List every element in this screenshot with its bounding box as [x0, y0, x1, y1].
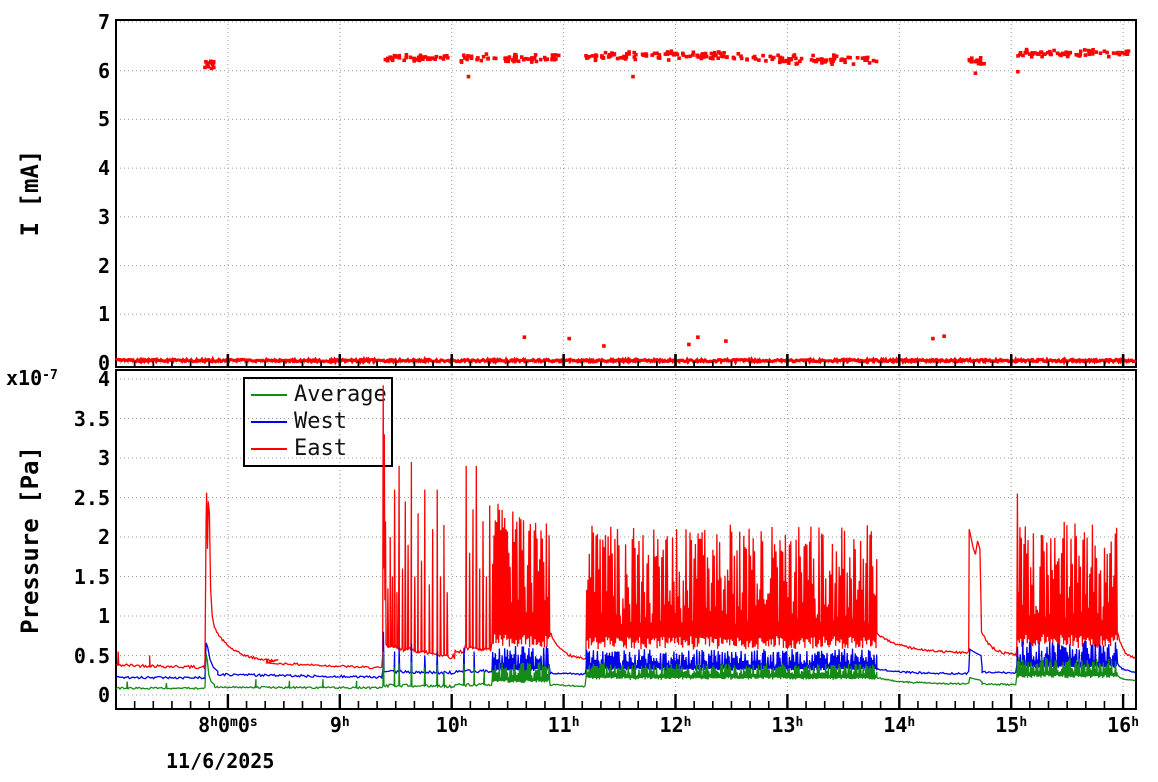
- pressure-scale-label: x10-7: [6, 366, 58, 390]
- y-tick-label-current: 3: [97, 204, 110, 229]
- y-tick-label-current: 1: [97, 302, 110, 327]
- x-tick-label-time: 16h: [1107, 713, 1140, 737]
- legend-line-west: [251, 420, 287, 423]
- legend-label-average: Average: [294, 381, 387, 407]
- legend-line-east: [251, 448, 287, 451]
- y-tick-label-current: 0: [97, 351, 110, 375]
- y-axis-title-pressure: Pressure [Pa]: [16, 446, 44, 634]
- legend-box: Average West East: [243, 377, 393, 467]
- x-tick-label-time: 13h: [771, 713, 804, 737]
- y-tick-label-current: 2: [97, 253, 110, 278]
- x-tick-label-time: 14h: [883, 713, 916, 737]
- y-tick-label-pressure: 2.5: [73, 485, 110, 510]
- y-tick-label-pressure: 2: [97, 525, 110, 549]
- y-tick-label-pressure: 1.5: [73, 564, 110, 589]
- y-tick-label-current: 7: [97, 10, 110, 34]
- x-tick-label-time: 11h: [547, 713, 580, 737]
- y-tick-label-pressure: 0.5: [73, 643, 110, 668]
- legend-entry-east: East: [245, 438, 391, 460]
- x-tick-label-time: 10h: [435, 713, 468, 737]
- x-tick-label-time: 12h: [659, 713, 692, 737]
- y-tick-label-pressure: 4: [97, 367, 110, 391]
- y-tick-label-current: 5: [97, 107, 110, 132]
- legend-label-east: East: [294, 436, 347, 462]
- legend-label-west: West: [294, 408, 347, 434]
- y-tick-label-pressure: 0: [97, 683, 110, 707]
- x-tick-label-time: 15h: [995, 713, 1028, 737]
- legend-line-average: [251, 393, 287, 396]
- y-tick-label-current: 6: [97, 58, 110, 83]
- legend-entry-west: West: [245, 408, 391, 434]
- date-label: 11/6/2025: [166, 749, 275, 773]
- top-pad-frame: [115, 19, 1137, 368]
- y-tick-label-pressure: 3.5: [73, 406, 110, 431]
- x-tick-label-time: 8h0m0s: [198, 713, 258, 737]
- y-tick-label-current: 4: [97, 156, 110, 181]
- x-tick-label-time: 9h: [329, 713, 350, 737]
- y-tick-label-pressure: 1: [97, 604, 110, 628]
- legend-entry-average: Average: [245, 381, 391, 407]
- y-tick-label-pressure: 3: [97, 446, 110, 470]
- y-axis-title-current: I [mA]: [16, 149, 44, 237]
